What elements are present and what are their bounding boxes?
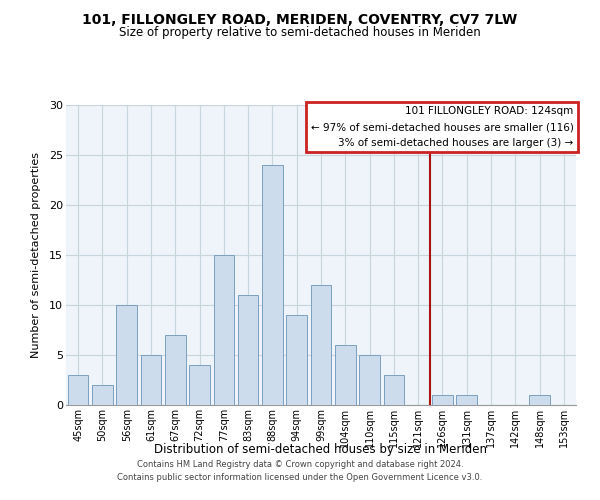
Text: 101 FILLONGLEY ROAD: 124sqm
← 97% of semi-detached houses are smaller (116)
3% o: 101 FILLONGLEY ROAD: 124sqm ← 97% of sem… (311, 106, 574, 148)
Bar (432, 395, 453, 405)
Text: Size of property relative to semi-detached houses in Meriden: Size of property relative to semi-detach… (119, 26, 481, 39)
Text: Distribution of semi-detached houses by size in Meriden: Distribution of semi-detached houses by … (155, 442, 487, 456)
Text: Contains HM Land Registry data © Crown copyright and database right 2024.
Contai: Contains HM Land Registry data © Crown c… (118, 460, 482, 482)
Bar (359, 355, 380, 405)
Bar (165, 335, 185, 405)
Bar (286, 315, 307, 405)
Bar (214, 255, 234, 405)
Bar (238, 295, 259, 405)
Bar (529, 395, 550, 405)
Bar (335, 345, 356, 405)
Bar (116, 305, 137, 405)
Y-axis label: Number of semi-detached properties: Number of semi-detached properties (31, 152, 41, 358)
Bar (311, 285, 331, 405)
Bar (92, 385, 113, 405)
Bar (68, 375, 88, 405)
Bar (457, 395, 477, 405)
Bar (189, 365, 210, 405)
Text: 101, FILLONGLEY ROAD, MERIDEN, COVENTRY, CV7 7LW: 101, FILLONGLEY ROAD, MERIDEN, COVENTRY,… (82, 12, 518, 26)
Bar (383, 375, 404, 405)
Bar (140, 355, 161, 405)
Bar (262, 165, 283, 405)
